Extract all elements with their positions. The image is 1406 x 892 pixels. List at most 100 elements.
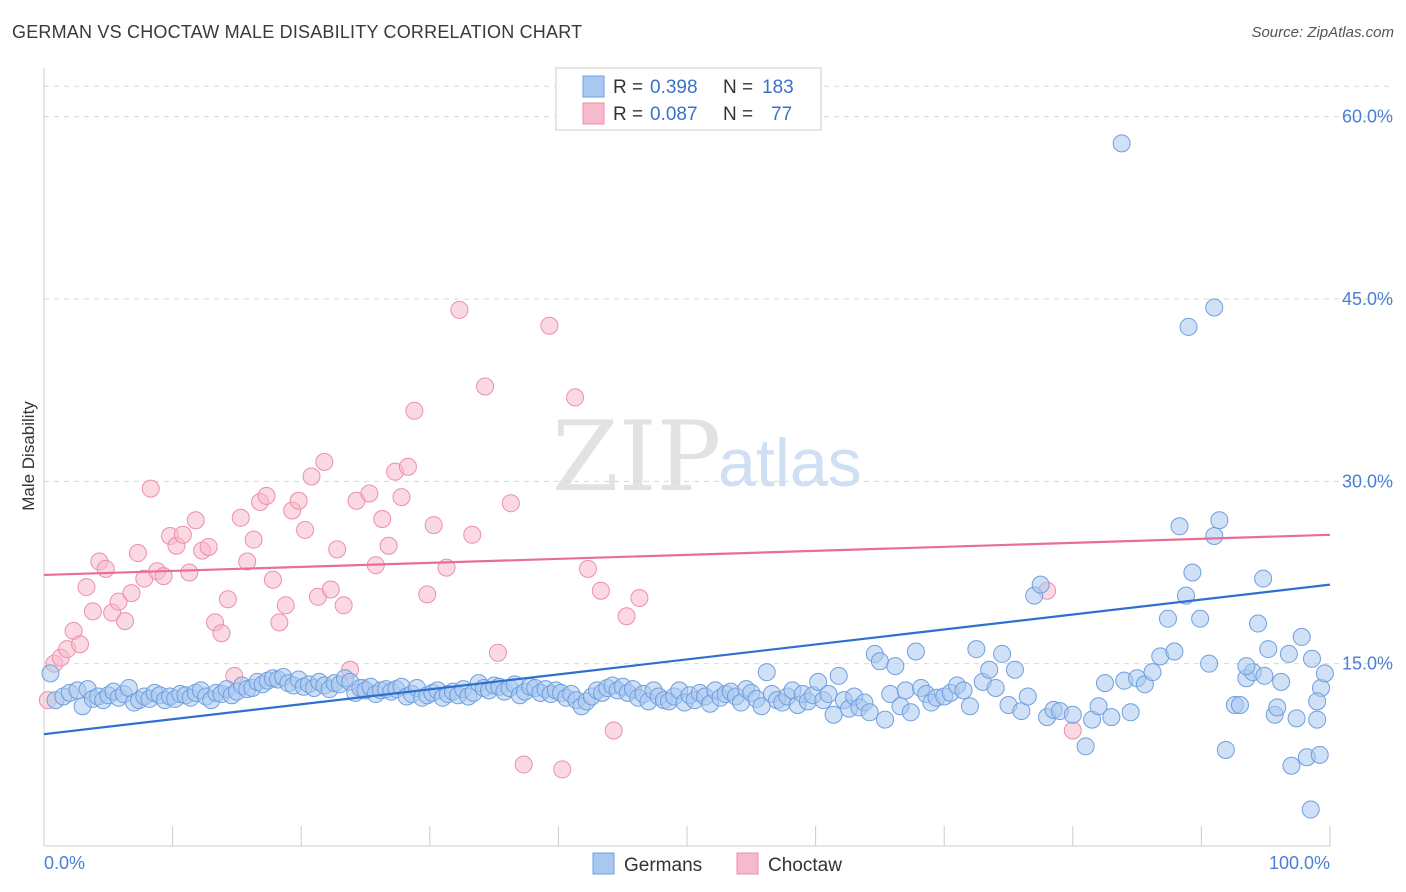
chart-title: GERMAN VS CHOCTAW MALE DISABILITY CORREL… bbox=[12, 22, 583, 42]
german-point bbox=[1248, 614, 1267, 633]
german-point bbox=[967, 640, 986, 659]
german-point bbox=[1268, 698, 1287, 717]
choctaw-point bbox=[270, 613, 289, 632]
choctaw-point bbox=[501, 494, 520, 513]
trend-lines bbox=[43, 533, 1331, 736]
bottom-legend: Germans Choctaw bbox=[592, 852, 842, 876]
legend-r-choctaw: 0.087 bbox=[650, 104, 698, 125]
choctaw-point bbox=[424, 516, 443, 535]
german-point bbox=[1308, 710, 1327, 729]
y-tick-label: 60.0% bbox=[1342, 107, 1393, 127]
choctaw-point bbox=[231, 508, 250, 527]
choctaw-point bbox=[514, 755, 533, 774]
choctaw-point bbox=[360, 484, 379, 503]
german-point bbox=[1301, 800, 1320, 819]
german-point bbox=[1254, 569, 1273, 588]
german-point bbox=[1018, 687, 1037, 706]
german-point bbox=[1095, 674, 1114, 693]
choctaw-point bbox=[263, 570, 282, 589]
german-point bbox=[1183, 563, 1202, 582]
choctaw-point bbox=[122, 584, 141, 603]
choctaw-point bbox=[289, 491, 308, 510]
choctaw-point bbox=[334, 596, 353, 615]
legend-swatch-choctaw bbox=[582, 102, 605, 125]
german-point bbox=[901, 703, 920, 722]
choctaw-point bbox=[238, 552, 257, 571]
german-points bbox=[41, 134, 1334, 819]
bottom-legend-germans: Germans bbox=[624, 855, 702, 876]
german-trend-line bbox=[43, 583, 1331, 736]
choctaw-point bbox=[83, 602, 102, 621]
choctaw-point bbox=[186, 511, 205, 530]
german-point bbox=[1310, 745, 1329, 764]
german-point bbox=[819, 685, 838, 704]
choctaw-point bbox=[392, 488, 411, 507]
german-point bbox=[886, 657, 905, 676]
choctaw-trend-line bbox=[43, 533, 1331, 577]
y-tick-label: 45.0% bbox=[1342, 289, 1393, 309]
choctaw-point bbox=[578, 559, 597, 578]
german-point bbox=[906, 642, 925, 661]
german-point bbox=[1143, 663, 1162, 682]
legend-n-germans: 183 bbox=[762, 77, 794, 98]
legend-swatch-germans bbox=[582, 75, 605, 98]
choctaw-point bbox=[405, 401, 424, 420]
choctaw-point bbox=[488, 643, 507, 662]
choctaw-point bbox=[373, 509, 392, 528]
german-point bbox=[1230, 695, 1249, 714]
german-point bbox=[1287, 709, 1306, 728]
german-point bbox=[1170, 517, 1189, 536]
x-tick-label-max: 100.0% bbox=[1269, 853, 1330, 873]
legend-r-label-germans: R = bbox=[613, 77, 643, 98]
german-point bbox=[1063, 705, 1082, 724]
choctaw-point bbox=[71, 635, 90, 654]
choctaw-point bbox=[1063, 721, 1082, 740]
legend: R = 0.398 N = 183 R = 0.087 N = 77 bbox=[555, 67, 822, 131]
choctaw-point bbox=[476, 377, 495, 396]
watermark-zip: ZIP bbox=[552, 401, 721, 513]
choctaw-point bbox=[128, 544, 147, 563]
choctaw-point bbox=[553, 760, 572, 779]
german-point bbox=[1272, 672, 1291, 691]
choctaw-point bbox=[630, 589, 649, 608]
german-point bbox=[980, 660, 999, 679]
german-point bbox=[1205, 298, 1224, 317]
choctaw-point bbox=[379, 536, 398, 555]
german-point bbox=[896, 681, 915, 700]
choctaw-point bbox=[617, 607, 636, 626]
german-point bbox=[954, 681, 973, 700]
german-point bbox=[1279, 644, 1298, 663]
choctaw-point bbox=[109, 592, 128, 611]
choctaw-point bbox=[418, 585, 437, 604]
choctaw-point bbox=[199, 537, 218, 556]
x-ticks bbox=[43, 826, 1331, 846]
legend-n-choctaw: 77 bbox=[771, 104, 792, 125]
choctaw-point bbox=[302, 467, 321, 486]
choctaw-point bbox=[218, 590, 237, 609]
german-point bbox=[752, 697, 771, 716]
choctaw-point bbox=[257, 486, 276, 505]
german-point bbox=[1112, 134, 1131, 153]
german-point bbox=[757, 663, 776, 682]
german-point bbox=[870, 652, 889, 671]
choctaw-point bbox=[296, 520, 315, 539]
choctaw-point bbox=[604, 721, 623, 740]
german-point bbox=[860, 703, 879, 722]
german-point bbox=[1031, 575, 1050, 594]
german-point bbox=[960, 697, 979, 716]
german-point bbox=[876, 710, 895, 729]
german-point bbox=[1179, 317, 1198, 336]
source-credit: Source: ZipAtlas.com bbox=[1251, 24, 1394, 41]
german-point bbox=[1308, 692, 1327, 711]
choctaw-point bbox=[328, 540, 347, 559]
german-point bbox=[1292, 627, 1311, 646]
german-point bbox=[1315, 664, 1334, 683]
german-point bbox=[824, 705, 843, 724]
german-point bbox=[41, 664, 60, 683]
german-point bbox=[1158, 609, 1177, 628]
y-axis-title: Male Disability bbox=[19, 401, 38, 511]
german-point bbox=[1076, 737, 1095, 756]
german-point bbox=[1255, 666, 1274, 685]
bottom-legend-choctaw: Choctaw bbox=[768, 855, 842, 876]
